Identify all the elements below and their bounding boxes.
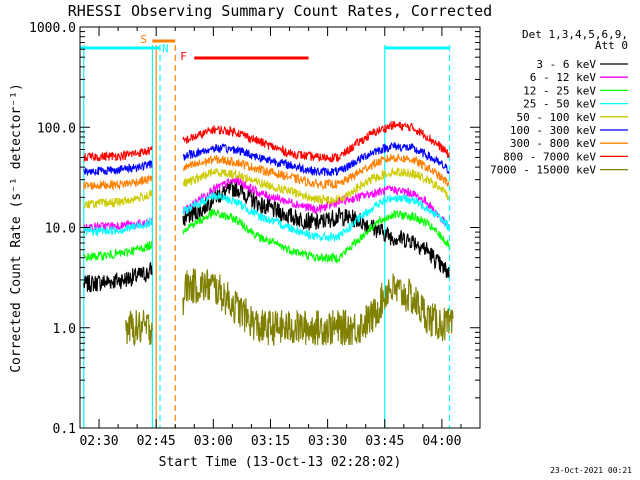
legend-label-8: 7000 - 15000 keV bbox=[490, 164, 596, 177]
legend-label-6: 300 - 800 keV bbox=[510, 137, 596, 150]
x-tick-label-5: 03:45 bbox=[365, 434, 404, 449]
annotation-label-0: S bbox=[140, 33, 147, 46]
legend-title-line-0: Det 1,3,4,5,6,9, bbox=[522, 28, 628, 41]
x-axis: 02:30 02:45 03:00 03:15 03:30 03:45 04:00 bbox=[79, 27, 481, 449]
x-tick-label-6: 04:00 bbox=[422, 434, 461, 449]
y-tick-label-1: 1.0 bbox=[53, 322, 76, 337]
series-line-5 bbox=[83, 141, 450, 177]
annotation-label-1: N bbox=[162, 42, 169, 55]
series-line-4 bbox=[83, 167, 450, 209]
footer-date: 23-Oct-2021 00:21 bbox=[550, 466, 632, 475]
series-line-6 bbox=[83, 153, 450, 191]
y-axis: 0.1 1.0 10.0 100.0 1000.0 bbox=[29, 21, 480, 437]
legend-label-4: 50 - 100 keV bbox=[517, 111, 597, 124]
x-tick-label-3: 03:15 bbox=[251, 434, 290, 449]
x-tick-label-0: 02:30 bbox=[79, 434, 118, 449]
series-line-2 bbox=[83, 208, 450, 264]
legend-label-0: 3 - 6 keV bbox=[536, 58, 596, 71]
legend-label-7: 800 - 7000 keV bbox=[503, 150, 596, 163]
vertical-markers bbox=[83, 45, 451, 428]
series-line-8 bbox=[125, 268, 454, 347]
legend-label-5: 100 - 300 keV bbox=[510, 124, 596, 137]
legend-label-2: 12 - 25 keV bbox=[523, 84, 596, 97]
annotation-label-2: F bbox=[180, 50, 187, 63]
chart-title: RHESSI Observing Summary Count Rates, Co… bbox=[68, 2, 492, 20]
y-tick-label-0: 0.1 bbox=[53, 422, 76, 437]
x-tick-label-4: 03:30 bbox=[308, 434, 347, 449]
series-line-7 bbox=[83, 120, 450, 163]
y-tick-label-4: 1000.0 bbox=[29, 21, 76, 36]
x-axis-label: Start Time (13-Oct-13 02:28:02) bbox=[159, 455, 402, 470]
annotation-bars: S NF bbox=[80, 33, 450, 63]
legend-label-3: 25 - 50 keV bbox=[523, 98, 596, 111]
series-line-3 bbox=[83, 192, 450, 242]
legend-label-1: 6 - 12 keV bbox=[530, 71, 597, 84]
x-tick-label-1: 02:45 bbox=[137, 434, 176, 449]
series-lines bbox=[83, 120, 454, 347]
y-axis-label: Corrected Count Rate (s⁻¹ detector⁻¹) bbox=[9, 83, 24, 373]
legend-title-line-1: Att 0 bbox=[595, 39, 628, 52]
y-tick-label-2: 10.0 bbox=[45, 222, 76, 237]
y-tick-label-3: 100.0 bbox=[37, 121, 76, 136]
x-tick-label-2: 03:00 bbox=[194, 434, 233, 449]
